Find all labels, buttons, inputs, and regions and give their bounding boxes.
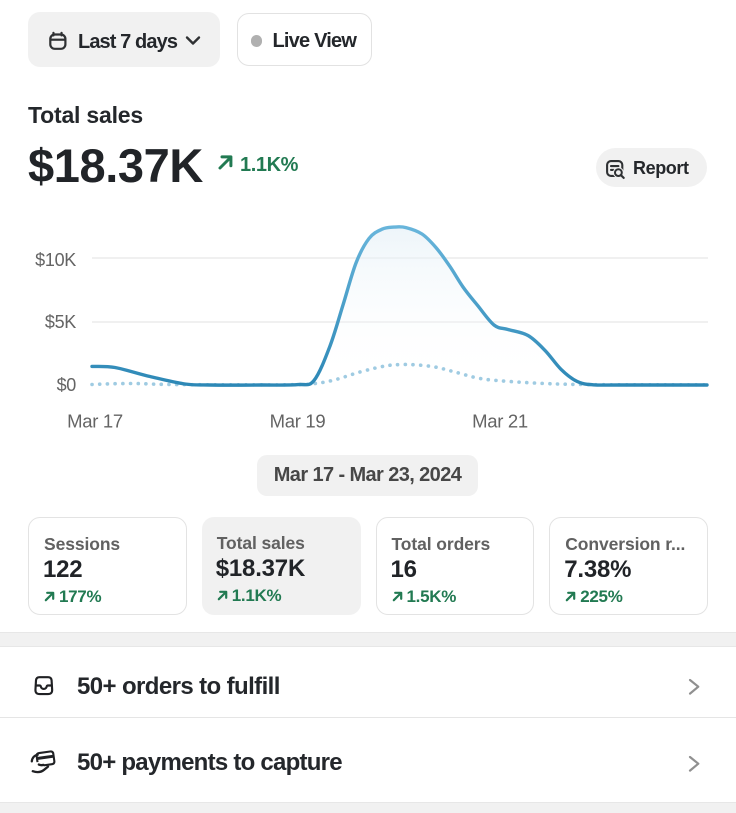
svg-text:Mar 21: Mar 21 xyxy=(472,411,528,432)
svg-text:$10K: $10K xyxy=(35,250,76,270)
svg-text:$0: $0 xyxy=(57,375,77,395)
svg-text:Mar 19: Mar 19 xyxy=(270,411,326,432)
svg-text:Mar 17: Mar 17 xyxy=(67,411,123,432)
svg-text:$5K: $5K xyxy=(45,312,76,332)
